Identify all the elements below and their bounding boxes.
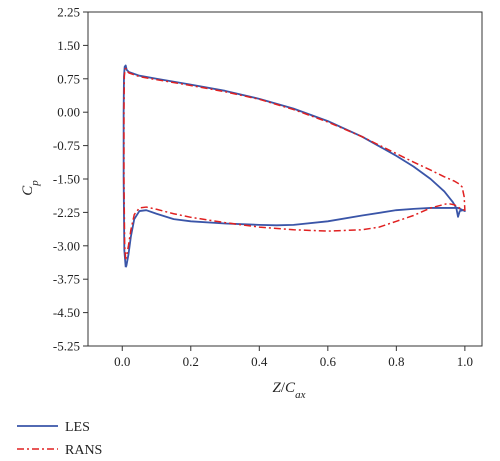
y-tick-label: -3.75 [53, 272, 80, 287]
legend-rans-label: RANS [65, 443, 102, 458]
y-tick-label: -1.50 [53, 172, 80, 187]
series-les-line [122, 64, 466, 268]
x-tick-label: 0.2 [183, 354, 199, 369]
x-tick-label: 0.8 [388, 354, 404, 369]
series-layer [122, 64, 466, 268]
legend-les-label: LES [65, 420, 90, 435]
y-axis-title: Cp [20, 180, 41, 196]
y-tick-label: -5.25 [53, 339, 80, 354]
x-tick-label: 0.6 [320, 354, 337, 369]
y-tick-label: -2.25 [53, 205, 80, 220]
x-tick-label: 0.0 [114, 354, 130, 369]
x-tick-label: 1.0 [457, 354, 473, 369]
ticks-layer: 2.25 1.50 0.75 0.00 -0.75 -1.50 -2.25 -3.00 -3.7… [53, 5, 473, 370]
y-tick-label: 2.25 [57, 5, 80, 20]
y-tick-label: 0.75 [57, 71, 80, 86]
y-tick-label: -3.00 [53, 238, 80, 253]
y-tick-label: -0.75 [53, 138, 80, 153]
y-tick-label: 1.50 [57, 38, 80, 53]
plot-frame [87, 11, 483, 347]
x-tick-label: 0.4 [251, 354, 268, 369]
y-tick-label: 0.00 [57, 105, 80, 120]
y-tick-label: -4.50 [53, 305, 80, 320]
x-axis-title: Z/Cax [273, 380, 306, 401]
legend: LES RANS [17, 420, 102, 458]
series-rans-line [123, 67, 466, 260]
